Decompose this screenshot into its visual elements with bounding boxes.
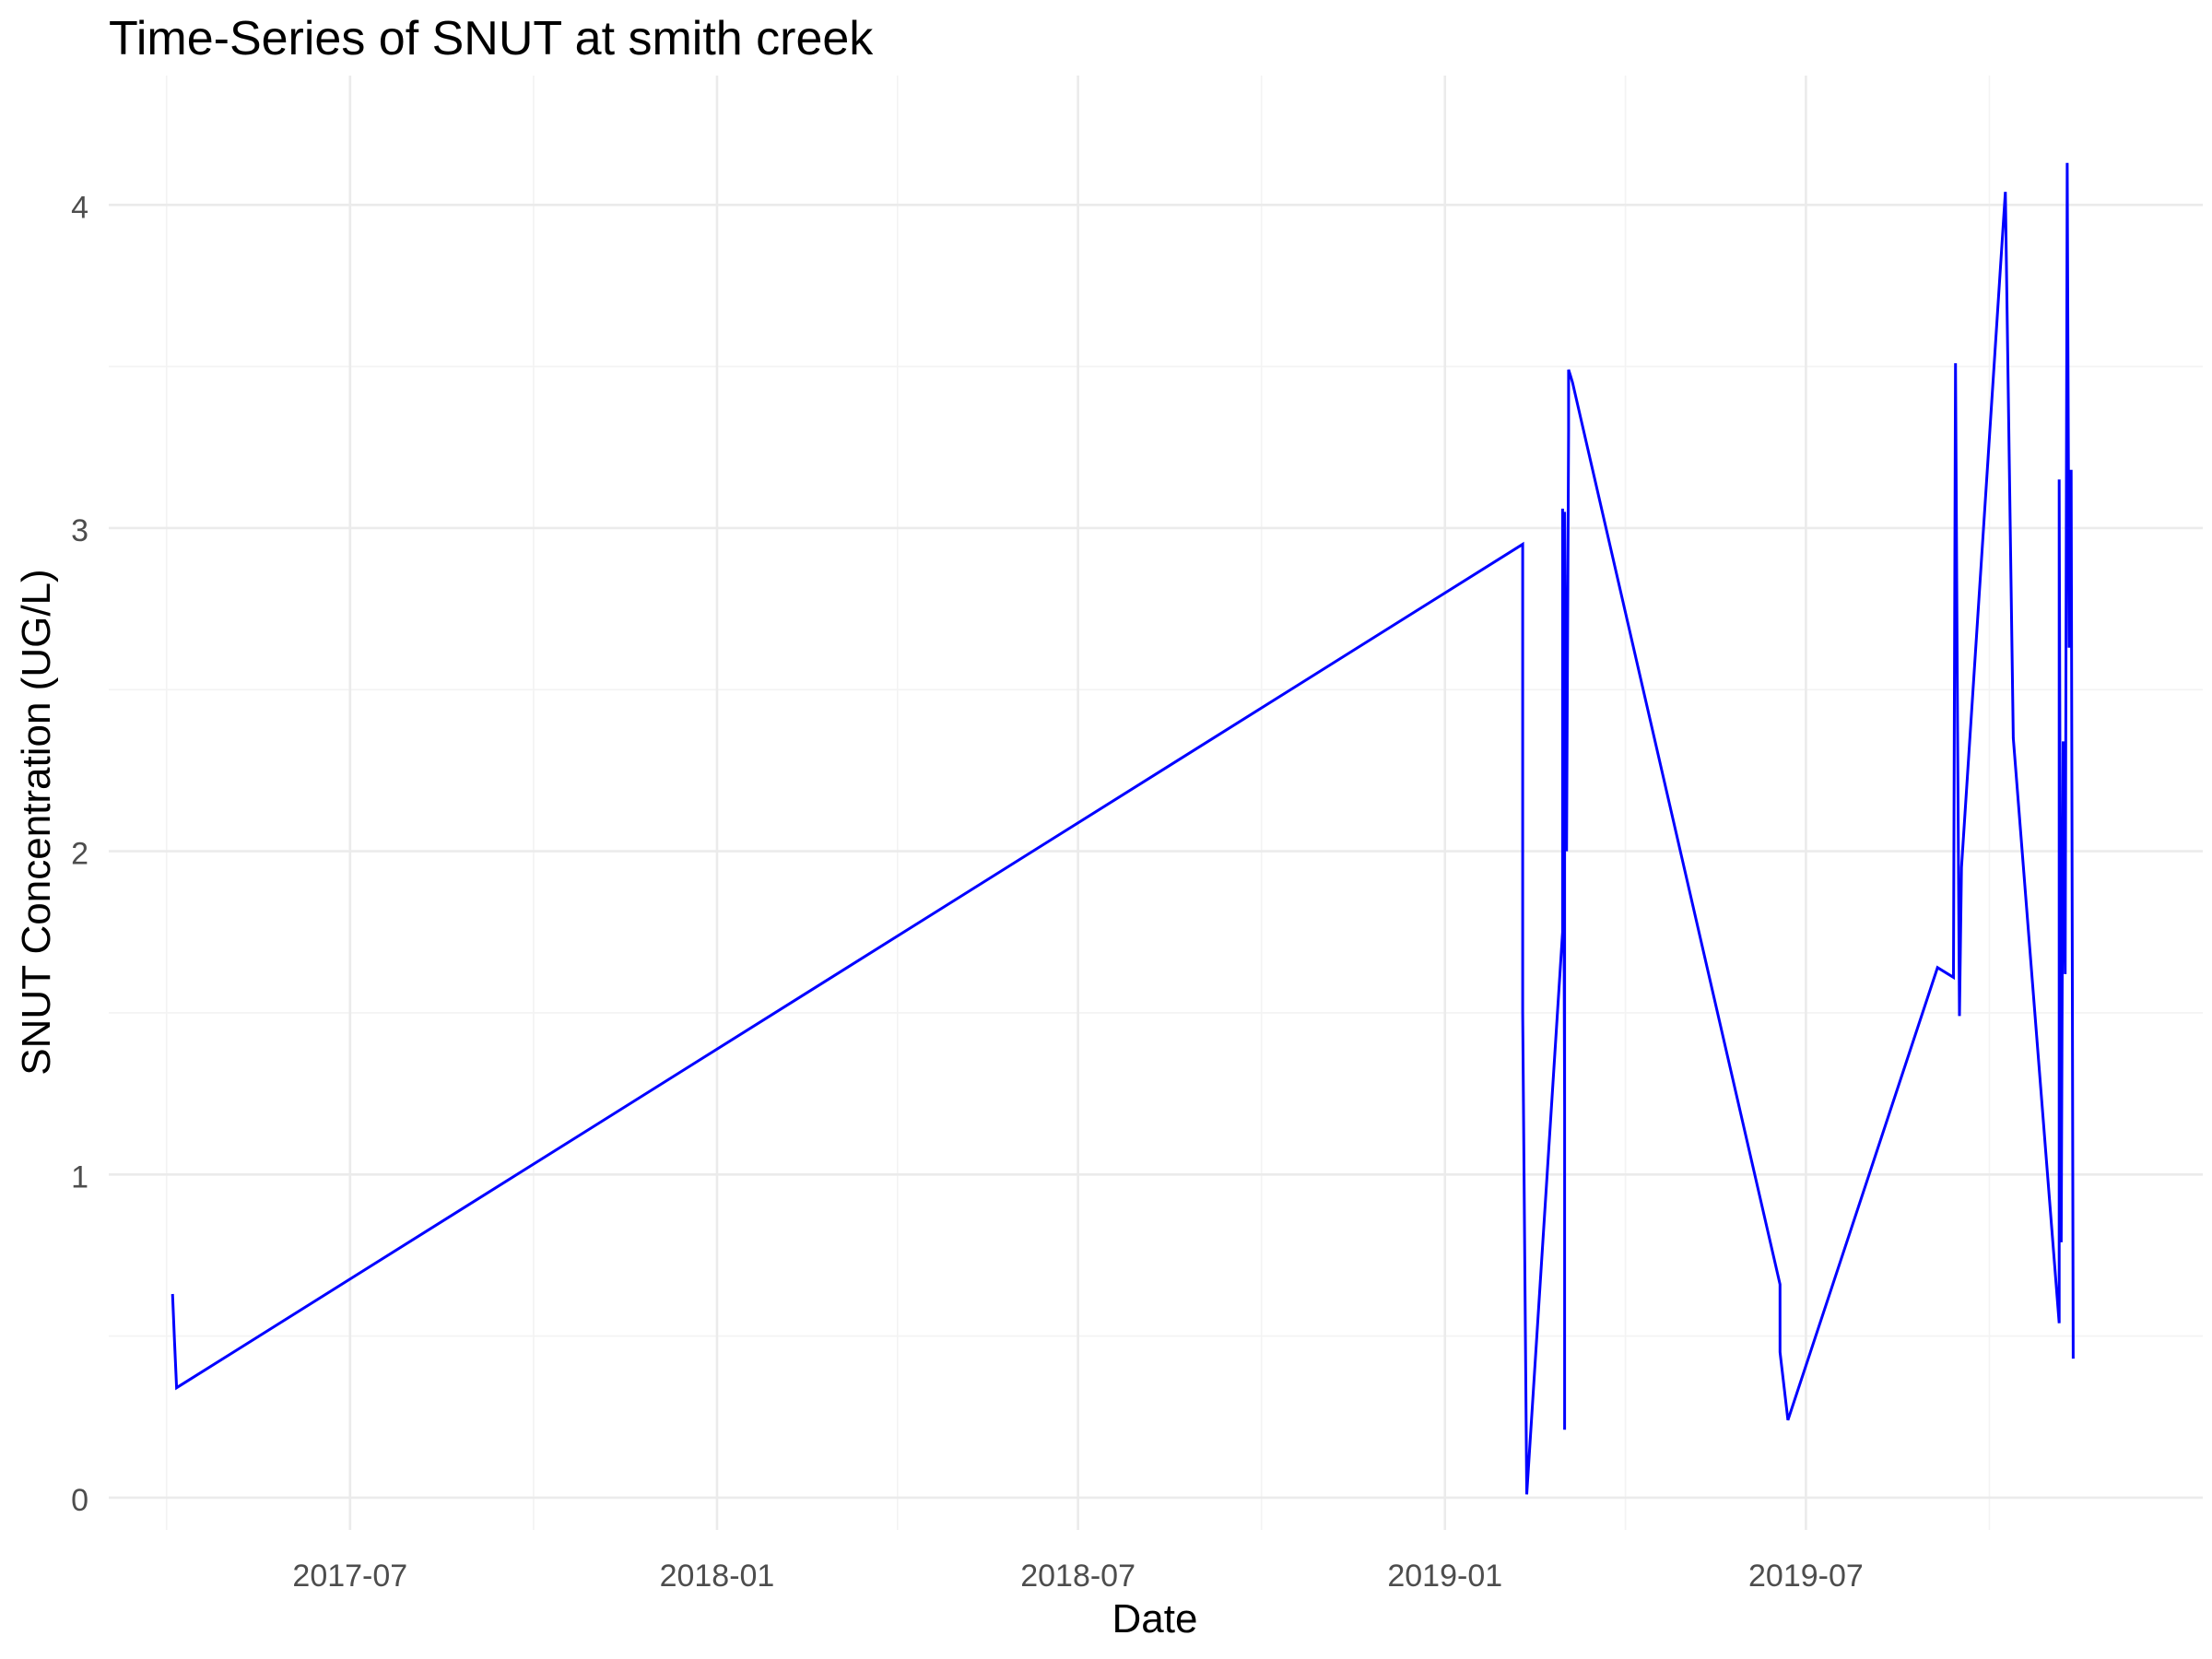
x-tick-label: 2018-01 [660,1559,775,1594]
y-tick-label: 0 [71,1483,88,1518]
x-tick-label: 2019-07 [1748,1559,1864,1594]
y-tick-label: 1 [71,1159,88,1194]
series-line [171,162,2075,1495]
y-tick-label: 4 [71,190,88,225]
y-tick-label: 2 [71,837,88,872]
x-axis-label: Date [1112,1596,1198,1641]
x-tick-label: 2017-07 [292,1559,407,1594]
x-tick-label: 2018-07 [1020,1559,1135,1594]
y-tick-label: 3 [71,513,88,548]
x-tick-label: 2019-01 [1387,1559,1502,1594]
y-axis-label: SNUT Concentration (UG/L) [14,569,59,1076]
chart-title: Time-Series of SNUT at smith creek [109,12,874,65]
